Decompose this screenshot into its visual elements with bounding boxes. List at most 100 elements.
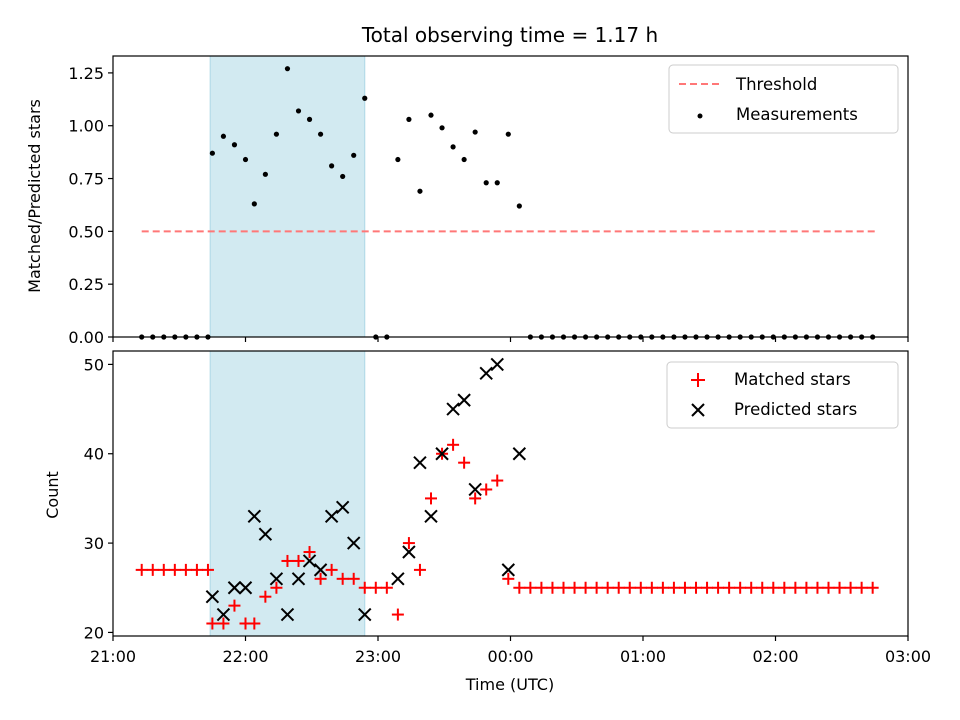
- legend-matched-label: Matched stars: [734, 370, 851, 389]
- top-panel: Total observing time = 1.17 h 0.000.250.…: [25, 23, 909, 347]
- data-point: [179, 563, 192, 576]
- data-point: [461, 156, 467, 163]
- data-point: [678, 581, 691, 594]
- data-point: [450, 144, 456, 150]
- data-point: [472, 129, 478, 135]
- data-point: [292, 554, 305, 567]
- data-point: [712, 581, 725, 594]
- top-plot-area: 0.00 0.25 0.50 0.75 1.00 1.25: [68, 55, 909, 347]
- data-point: [568, 581, 581, 594]
- data-point: [303, 546, 316, 559]
- legend-matched-swatch: [691, 373, 705, 387]
- legend-threshold-label: Threshold: [735, 75, 817, 94]
- data-point: [800, 581, 813, 594]
- highlight-span: [209, 350, 366, 637]
- bottom-y-axis-label: Count: [43, 471, 62, 519]
- data-point: [402, 537, 415, 550]
- data-point: [369, 581, 382, 594]
- x-tick-label: 01:00: [620, 647, 666, 666]
- data-point: [690, 581, 702, 594]
- data-point: [248, 617, 261, 630]
- data-point: [535, 581, 548, 594]
- legend-measurements-label: Measurements: [736, 105, 858, 124]
- data-point: [457, 393, 471, 407]
- data-point: [413, 563, 426, 576]
- data-point: [347, 572, 360, 585]
- data-point: [494, 180, 500, 186]
- data-point: [269, 572, 284, 586]
- data-point: [417, 188, 423, 194]
- data-point: [480, 483, 493, 496]
- y-tick-label: 0.25: [68, 275, 104, 294]
- data-point: [612, 581, 625, 594]
- data-point: [435, 447, 449, 461]
- x-tick-label: 02:00: [752, 647, 798, 666]
- data-point: [217, 617, 230, 630]
- legend-predicted-label: Predicted stars: [734, 400, 857, 419]
- data-point: [362, 95, 368, 101]
- data-point: [281, 554, 294, 567]
- data-point: [428, 112, 434, 118]
- data-point: [424, 509, 438, 523]
- data-point: [822, 581, 835, 594]
- data-point: [306, 116, 313, 122]
- y-tick-label: 40: [84, 445, 104, 464]
- data-point: [425, 492, 437, 505]
- data-point: [524, 581, 537, 594]
- data-point: [324, 509, 339, 523]
- data-point: [756, 581, 769, 594]
- data-point: [439, 125, 445, 131]
- bottom-legend-frame: [666, 361, 899, 429]
- data-point: [734, 581, 747, 594]
- data-point: [413, 455, 427, 470]
- data-point: [329, 163, 335, 169]
- data-point: [483, 180, 489, 186]
- data-point: [811, 581, 824, 594]
- data-point: [206, 617, 219, 630]
- data-point: [247, 509, 262, 523]
- data-point: [168, 563, 181, 576]
- y-tick-label: 50: [84, 355, 104, 374]
- data-point: [458, 456, 471, 469]
- data-point: [135, 563, 148, 576]
- x-tick-label: 21:00: [90, 647, 136, 666]
- data-point: [340, 173, 346, 180]
- data-point: [231, 142, 238, 148]
- x-tick-label: 00:00: [487, 647, 533, 666]
- data-point: [701, 581, 714, 594]
- x-tick-label: 22:00: [222, 647, 268, 666]
- data-point: [491, 474, 504, 487]
- data-point: [778, 581, 791, 594]
- data-point: [157, 563, 170, 576]
- data-point: [446, 402, 460, 416]
- data-point: [513, 581, 526, 594]
- top-legend-frame: [668, 64, 899, 134]
- data-point: [358, 581, 371, 594]
- data-point: [227, 581, 242, 595]
- data-point: [380, 581, 393, 594]
- data-point: [351, 152, 357, 158]
- y-tick-label: 30: [84, 534, 104, 553]
- data-point: [335, 500, 350, 515]
- data-point: [512, 447, 527, 461]
- data-point: [273, 131, 280, 137]
- legend-measurements-swatch: [697, 113, 703, 119]
- data-point: [833, 581, 846, 594]
- data-point: [190, 563, 203, 576]
- data-point: [866, 581, 879, 594]
- y-tick-label: 1.00: [68, 117, 104, 136]
- data-point: [468, 482, 482, 497]
- data-point: [601, 581, 614, 594]
- data-point: [395, 156, 401, 163]
- data-point: [406, 116, 412, 122]
- data-point: [228, 599, 241, 612]
- data-point: [251, 201, 257, 207]
- data-point: [844, 581, 857, 594]
- y-tick-label: 0.75: [68, 170, 104, 189]
- data-point: [216, 607, 231, 622]
- data-point: [447, 438, 460, 451]
- data-point: [767, 581, 780, 594]
- data-point: [270, 581, 283, 594]
- x-tick-label: 03:00: [885, 647, 931, 666]
